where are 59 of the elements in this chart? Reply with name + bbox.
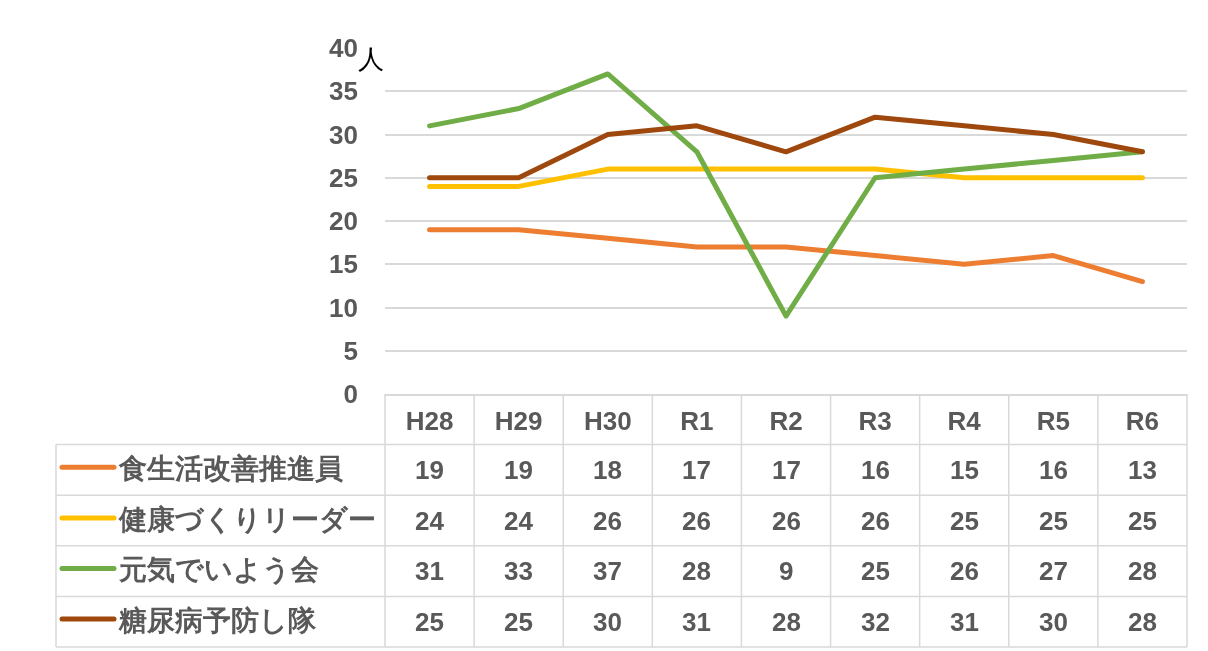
data-label: 19	[415, 455, 444, 485]
data-label: 17	[772, 455, 801, 485]
data-label: 30	[1039, 607, 1068, 637]
data-label: 15	[950, 455, 979, 485]
x-tick-label: R1	[680, 405, 714, 436]
data-label: 24	[504, 506, 534, 536]
y-tick-label: 35	[329, 76, 358, 107]
x-tick-label: R4	[947, 405, 982, 436]
y-tick-label: 10	[329, 292, 358, 323]
data-label: 37	[593, 556, 622, 586]
data-label: 25	[1039, 506, 1068, 536]
data-label: 25	[504, 607, 533, 637]
y-axis-title: 人	[358, 44, 384, 74]
data-label: 19	[504, 455, 533, 485]
data-label: 27	[1039, 556, 1068, 586]
data-label: 26	[861, 506, 890, 536]
x-tick-label: R6	[1125, 405, 1160, 436]
data-label: 13	[1128, 455, 1157, 485]
data-label: 9	[779, 556, 794, 586]
data-label: 30	[593, 607, 622, 637]
data-label: 25	[415, 607, 444, 637]
data-label: 31	[950, 607, 979, 637]
data-label: 33	[504, 556, 533, 586]
y-tick-label: 5	[343, 335, 358, 366]
legend-label: 糖尿病予防し隊	[118, 605, 317, 637]
data-label: 28	[1128, 607, 1157, 637]
y-tick-label: 40	[329, 33, 358, 64]
data-label: 28	[772, 607, 801, 637]
y-tick-label: 0	[343, 379, 358, 410]
x-tick-label: R3	[858, 405, 892, 436]
data-label: 17	[682, 455, 711, 485]
x-tick-label: R2	[769, 405, 803, 436]
data-label: 25	[950, 506, 979, 536]
y-tick-label: 20	[329, 206, 358, 237]
data-label: 18	[593, 455, 622, 485]
legend-label: 食生活改善推進員	[118, 453, 343, 485]
y-tick-label: 15	[329, 249, 358, 280]
data-label: 26	[950, 556, 979, 586]
data-label: 25	[861, 556, 890, 586]
data-label: 28	[682, 556, 711, 586]
x-tick-label: H28	[405, 405, 454, 436]
data-label: 25	[1128, 506, 1157, 536]
data-label: 28	[1128, 556, 1157, 586]
x-tick-label: H29	[494, 405, 543, 436]
data-label: 24	[415, 506, 445, 536]
x-tick-label: R5	[1036, 405, 1070, 436]
data-label: 26	[682, 506, 711, 536]
legend-label: 元気でいよう会	[118, 554, 319, 586]
data-label: 26	[593, 506, 622, 536]
y-tick-label: 25	[329, 162, 358, 193]
x-tick-label: H30	[583, 405, 632, 436]
data-label: 31	[682, 607, 711, 637]
legend-label: 健康づくりリーダー	[118, 503, 376, 535]
y-tick-label: 30	[329, 119, 358, 150]
data-label: 16	[1039, 455, 1068, 485]
data-label: 31	[415, 556, 444, 586]
data-label: 16	[861, 455, 890, 485]
data-label: 26	[772, 506, 801, 536]
data-label: 32	[861, 607, 890, 637]
